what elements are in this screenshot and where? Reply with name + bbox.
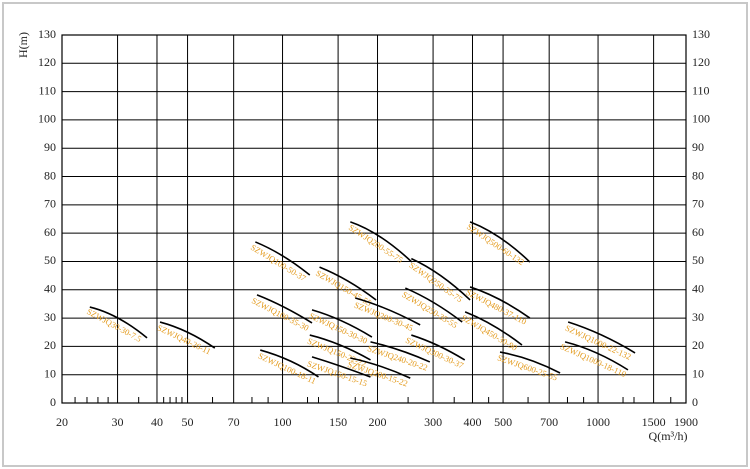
x-axis-label: Q(m³/h) xyxy=(649,429,688,443)
pump-curve xyxy=(350,357,411,379)
curve-label: SZWJQ40-26-11 xyxy=(156,322,213,356)
y-tick-label-right: 130 xyxy=(692,27,710,41)
y-tick-label-right: 120 xyxy=(692,55,710,69)
x-tick-label: 400 xyxy=(463,415,481,429)
pump-curve xyxy=(309,334,371,361)
y-tick-label: 120 xyxy=(38,55,56,69)
y-tick-label: 0 xyxy=(50,395,56,409)
pump-curve xyxy=(319,266,377,301)
x-tick-label: 20 xyxy=(56,415,68,429)
y-tick-label-right: 70 xyxy=(692,197,704,211)
x-tick-label: 1500 xyxy=(642,415,666,429)
y-tick-label: 60 xyxy=(44,225,56,239)
pump-curve xyxy=(567,321,636,354)
pump-curve xyxy=(411,334,466,361)
y-tick-label-right: 20 xyxy=(692,338,704,352)
pump-curve xyxy=(469,286,531,319)
y-tick-label-right: 110 xyxy=(692,83,710,97)
y-tick-label: 10 xyxy=(44,366,56,380)
y-tick-label: 80 xyxy=(44,168,56,182)
x-tick-label: 150 xyxy=(329,415,347,429)
pump-curve xyxy=(89,306,148,339)
plot-border xyxy=(61,34,687,404)
x-tick-label: 30 xyxy=(112,415,124,429)
x-tick-label: 1000 xyxy=(586,415,610,429)
curve-label: SZWJQ200-30-45 xyxy=(353,300,415,333)
y-tick-label: 50 xyxy=(44,253,56,267)
pump-curve xyxy=(260,349,319,378)
x-tick-label: 100 xyxy=(274,415,292,429)
y-tick-label: 100 xyxy=(38,112,56,126)
x-tick-label: 50 xyxy=(182,415,194,429)
x-tick-label: 300 xyxy=(424,415,442,429)
pump-curve xyxy=(159,321,216,349)
y-tick-label-right: 100 xyxy=(692,112,710,126)
y-tick-label-right: 80 xyxy=(692,168,704,182)
pump-curve xyxy=(350,221,413,263)
pump-curve xyxy=(311,356,371,378)
x-tick-label: 1900 xyxy=(674,415,698,429)
y-tick-label-right: 50 xyxy=(692,253,704,267)
pump-curve xyxy=(355,297,421,326)
curve-label: SZWJQ500-60-132 xyxy=(465,221,526,267)
pump-curve xyxy=(411,257,471,301)
y-tick-label-right: 60 xyxy=(692,225,704,239)
y-tick-label-right: 10 xyxy=(692,366,704,380)
curve-label: SZWJQ30-30-7.5 xyxy=(85,306,143,344)
curve-label: SZWJQ150-45-55 xyxy=(314,268,373,308)
y-tick-label-right: 0 xyxy=(692,395,698,409)
x-tick-label: 70 xyxy=(228,415,240,429)
pump-curve xyxy=(499,351,561,374)
curve-label: SZWJQ100-50-37 xyxy=(249,242,308,283)
y-tick-label: 30 xyxy=(44,310,56,324)
y-tick-label: 130 xyxy=(38,27,56,41)
pump-curve xyxy=(564,341,629,371)
y-tick-label-right: 40 xyxy=(692,282,704,296)
x-tick-label: 40 xyxy=(151,415,163,429)
y-tick-label: 20 xyxy=(44,338,56,352)
y-tick-label: 40 xyxy=(44,282,56,296)
pump-curve xyxy=(370,341,431,363)
x-tick-label: 500 xyxy=(494,415,512,429)
y-axis-label: H(m) xyxy=(16,32,30,58)
curve-label: SZWJQ200-55-75 xyxy=(347,222,405,265)
x-tick-label: 200 xyxy=(369,415,387,429)
y-tick-label: 90 xyxy=(44,140,56,154)
x-tick-label: 700 xyxy=(540,415,558,429)
pump-curve xyxy=(256,294,313,324)
y-tick-label-right: 90 xyxy=(692,140,704,154)
y-tick-label: 110 xyxy=(38,83,56,97)
curve-label: SZWJQ100-35-30 xyxy=(250,295,311,332)
pump-curve xyxy=(469,221,531,263)
y-tick-label-right: 30 xyxy=(692,310,704,324)
pump-curve xyxy=(405,287,463,323)
pump-curve xyxy=(311,309,373,338)
pump-curve xyxy=(464,311,523,346)
pump-curve xyxy=(255,241,311,276)
y-tick-label: 70 xyxy=(44,197,56,211)
